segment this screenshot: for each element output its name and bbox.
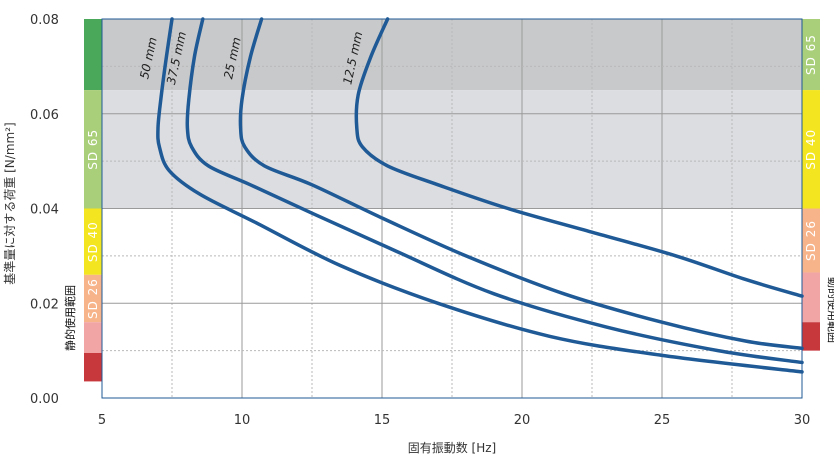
left-bands: SD 65 SD 40 SD 26 xyxy=(84,19,102,382)
series-line-3 xyxy=(354,17,804,298)
y-tick-label: 0.00 xyxy=(30,392,59,407)
left-band-label-1: SD 65 xyxy=(86,129,100,170)
series-line-1 xyxy=(185,17,804,365)
right-bands: SD 65 SD 40 SD 26 xyxy=(802,19,820,351)
y-tick-labels: 0.00 0.02 0.04 0.06 0.08 xyxy=(30,13,59,407)
right-band-label-1: SD 40 xyxy=(804,129,818,170)
curves xyxy=(156,17,804,374)
x-tick-label: 20 xyxy=(514,413,531,428)
shaded-region-0 xyxy=(102,19,802,91)
right-band-2 xyxy=(802,208,820,273)
left-band-0 xyxy=(84,19,102,91)
plot-border xyxy=(101,18,803,399)
left-static-range-label: 静的使用範囲 xyxy=(63,285,77,351)
x-tick-label: 25 xyxy=(654,413,671,428)
series-line-2 xyxy=(238,17,804,351)
x-tick-label: 10 xyxy=(234,413,251,428)
left-band-label-2: SD 40 xyxy=(86,221,100,262)
y-tick-label: 0.02 xyxy=(30,297,59,312)
right-band-0 xyxy=(802,19,820,91)
right-band-label-2: SD 26 xyxy=(804,220,818,261)
left-band-1 xyxy=(84,90,102,209)
right-dynamic-range-label: 動的使用範囲 xyxy=(826,277,834,343)
left-band-5 xyxy=(84,352,102,382)
y-tick-label: 0.06 xyxy=(30,108,59,123)
x-tick-labels: 5 10 15 20 25 30 xyxy=(98,413,810,428)
left-band-3 xyxy=(84,274,102,323)
left-band-2 xyxy=(84,208,102,275)
right-band-4 xyxy=(802,322,820,351)
right-band-1 xyxy=(802,90,820,209)
shaded-regions xyxy=(102,19,802,209)
grid xyxy=(102,19,802,398)
x-tick-label: 15 xyxy=(374,413,391,428)
left-band-label-3: SD 26 xyxy=(86,278,100,319)
x-tick-label: 5 xyxy=(98,413,106,428)
x-axis-title: 固有振動数 [Hz] xyxy=(408,440,497,455)
series-line-0 xyxy=(156,17,804,374)
x-tick-label: 30 xyxy=(794,413,811,428)
y-tick-label: 0.08 xyxy=(30,13,59,28)
left-band-4 xyxy=(84,322,102,353)
y-tick-label: 0.04 xyxy=(30,203,59,218)
y-axis-title: 基準量に対する荷重 [N/mm²] xyxy=(2,122,17,284)
right-band-label-0: SD 65 xyxy=(804,34,818,75)
right-band-3 xyxy=(802,272,820,323)
